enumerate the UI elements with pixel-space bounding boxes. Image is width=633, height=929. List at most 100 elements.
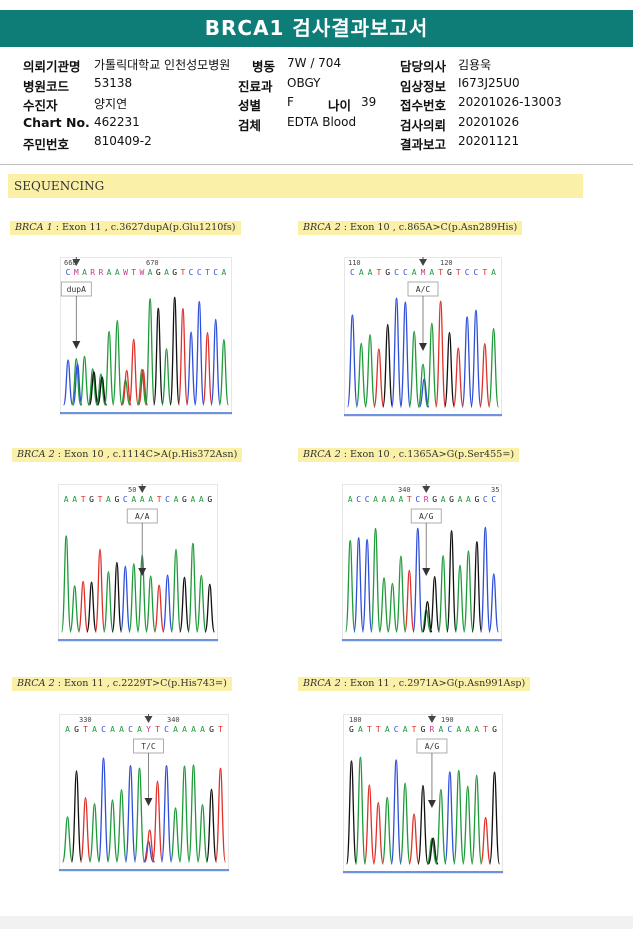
base-call: A bbox=[191, 725, 196, 734]
trace-peak bbox=[446, 530, 457, 633]
base-call: C bbox=[189, 268, 194, 277]
gene-name: BRCA 2 bbox=[303, 449, 341, 460]
base-call: A bbox=[412, 268, 417, 277]
base-call: T bbox=[81, 495, 86, 504]
trace-peak bbox=[372, 801, 384, 865]
trace-peak bbox=[124, 765, 137, 863]
trace-peak bbox=[426, 837, 438, 865]
trace-peak bbox=[452, 347, 464, 408]
trace-peak bbox=[214, 767, 227, 863]
trace-peak bbox=[437, 555, 449, 633]
base-call: C bbox=[465, 268, 470, 277]
trace-peak bbox=[121, 369, 132, 406]
trace-peak bbox=[355, 342, 367, 408]
base-call: A bbox=[474, 725, 479, 734]
base-call: C bbox=[66, 268, 71, 277]
label-clinical-info: 임상정보 bbox=[400, 79, 447, 94]
value-hospital-code: 53138 bbox=[94, 76, 133, 90]
trace-peak bbox=[194, 300, 205, 406]
base-call: C bbox=[128, 725, 133, 734]
position-label-right: 190 bbox=[441, 716, 454, 724]
value-sex: F bbox=[287, 95, 294, 109]
gene-name: BRCA 2 bbox=[17, 449, 55, 460]
base-call: A bbox=[458, 495, 463, 504]
value-department: OBGY bbox=[287, 76, 321, 90]
base-call: A bbox=[82, 268, 87, 277]
peak-traces bbox=[60, 535, 216, 633]
base-call: G bbox=[74, 725, 79, 734]
base-call: G bbox=[114, 495, 119, 504]
peak-traces bbox=[346, 297, 500, 408]
trace-peak bbox=[94, 548, 106, 633]
trace-peak bbox=[488, 573, 500, 633]
genotype-call: A/G bbox=[425, 742, 440, 751]
label-department: 진료과 bbox=[238, 79, 273, 94]
base-call: C bbox=[164, 725, 169, 734]
trace-peak bbox=[404, 569, 415, 633]
base-call: A bbox=[465, 725, 470, 734]
base-call: G bbox=[447, 268, 452, 277]
position-label-right: 50 bbox=[128, 486, 136, 494]
base-call: T bbox=[155, 725, 160, 734]
base-call: A bbox=[390, 495, 395, 504]
trace-peak bbox=[62, 359, 74, 406]
base-call: G bbox=[385, 268, 390, 277]
value-resident-number: 810409-2 bbox=[94, 134, 152, 148]
trace-peak bbox=[443, 331, 455, 408]
base-call: T bbox=[131, 268, 136, 277]
trace-peak bbox=[363, 784, 375, 865]
position-label-right: 670 bbox=[146, 259, 159, 267]
call-pointer-head bbox=[144, 798, 153, 806]
gene-name: BRCA 1 bbox=[15, 222, 53, 233]
base-call: G bbox=[449, 495, 454, 504]
trace-peak bbox=[153, 307, 164, 406]
trace-peak bbox=[204, 583, 216, 633]
base-call: A bbox=[131, 495, 136, 504]
call-pointer-head bbox=[138, 568, 147, 576]
trace-peak bbox=[120, 565, 131, 633]
base-call: A bbox=[65, 725, 70, 734]
trace-peak bbox=[471, 541, 483, 633]
trace-peak bbox=[88, 803, 101, 863]
base-call: T bbox=[376, 725, 381, 734]
base-call: A bbox=[359, 268, 364, 277]
base-call: A bbox=[64, 495, 69, 504]
base-call: G bbox=[432, 495, 437, 504]
trace-peak bbox=[463, 550, 474, 633]
peak-traces bbox=[345, 756, 501, 865]
trace-peak bbox=[395, 555, 407, 633]
trace-peak bbox=[145, 575, 156, 633]
variant-detail: : Exon 10 , c.1114C>A(p.His372Asn) bbox=[54, 449, 238, 460]
trace-peak bbox=[480, 526, 491, 633]
trace-peak bbox=[128, 563, 140, 633]
peak-traces bbox=[61, 757, 227, 863]
base-call: T bbox=[205, 268, 210, 277]
trace-peak bbox=[387, 582, 398, 633]
base-call: A bbox=[466, 495, 471, 504]
trace-peak bbox=[187, 542, 199, 633]
base-call: G bbox=[209, 725, 214, 734]
trace-peak bbox=[422, 601, 433, 633]
genotype-call: A/C bbox=[416, 285, 431, 294]
variant-detail: : Exon 11 , c.2971A>G(p.Asn991Asp) bbox=[340, 678, 526, 689]
base-call: A bbox=[115, 268, 120, 277]
label-report-date: 결과보고 bbox=[400, 137, 447, 152]
trace-peak bbox=[435, 788, 447, 865]
trace-peak bbox=[97, 757, 110, 863]
base-call: C bbox=[123, 495, 128, 504]
trace-peak bbox=[170, 548, 182, 633]
value-report-date: 20201121 bbox=[458, 134, 520, 148]
trace-peak bbox=[72, 363, 83, 406]
trace-peak bbox=[461, 316, 473, 408]
base-call: A bbox=[137, 725, 142, 734]
base-call: A bbox=[385, 725, 390, 734]
trace-peak bbox=[153, 584, 165, 633]
genotype-call: A/G bbox=[419, 512, 434, 521]
trace-peak bbox=[417, 784, 429, 865]
base-call: T bbox=[157, 495, 162, 504]
base-call: W bbox=[139, 268, 144, 277]
